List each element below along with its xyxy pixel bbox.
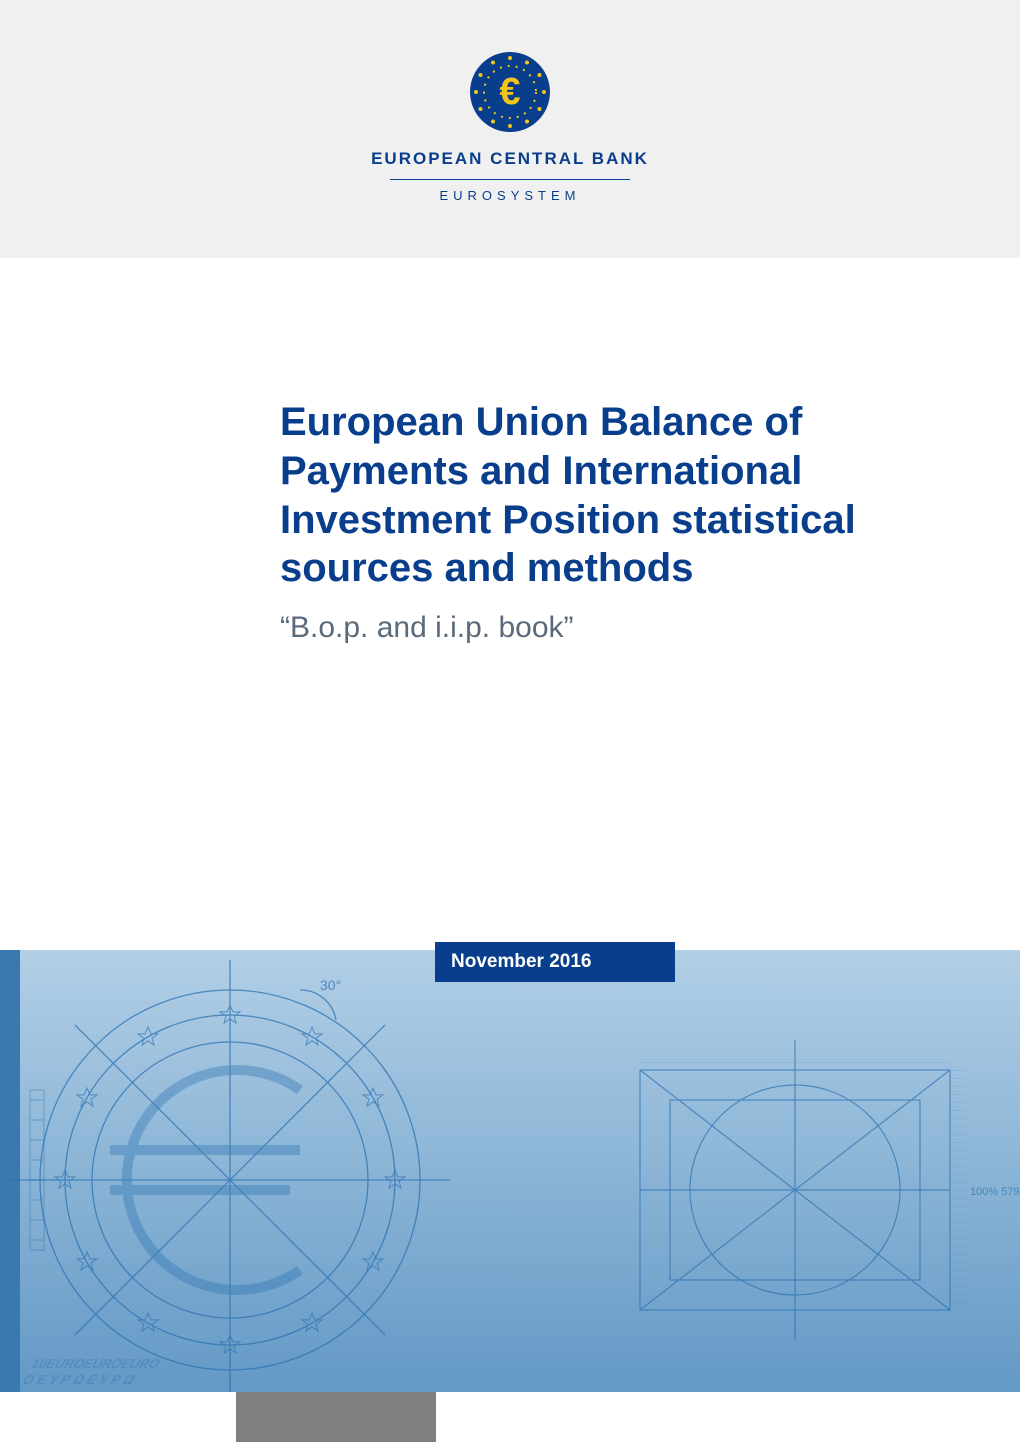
svg-text:30°: 30° — [320, 977, 341, 993]
blueprint-artwork-icon: 30° — [0, 950, 1020, 1392]
footer-grey-block — [236, 1392, 436, 1442]
euro-logo-icon: € — [468, 50, 552, 134]
document-title: European Union Balance of Payments and I… — [280, 398, 900, 593]
date-label: November 2016 — [451, 951, 591, 973]
svg-text:O E Y P Ω E Y P Ω: O E Y P Ω E Y P Ω — [20, 1372, 138, 1387]
document-subtitle: “B.o.p. and i.i.p. book” — [280, 611, 900, 645]
date-bar: November 2016 — [435, 942, 675, 982]
org-subname: EUROSYSTEM — [390, 179, 630, 203]
header: € EUROPEAN CENTRAL BANK EUROSYSTEM — [0, 50, 1020, 205]
svg-text:€: € — [499, 71, 520, 113]
document-cover-page: € EUROPEAN CENTRAL BANK EUROSYSTEM Europ… — [0, 0, 1020, 1442]
svg-text:10EUROEUROEURO: 10EUROEUROEURO — [29, 1356, 164, 1371]
title-block: European Union Balance of Payments and I… — [280, 398, 900, 645]
cover-artwork: 30° — [0, 950, 1020, 1392]
svg-text:100% 579: 100% 579 — [970, 1186, 1020, 1198]
org-name: EUROPEAN CENTRAL BANK — [0, 149, 1020, 169]
ecb-logo: € — [468, 50, 552, 139]
